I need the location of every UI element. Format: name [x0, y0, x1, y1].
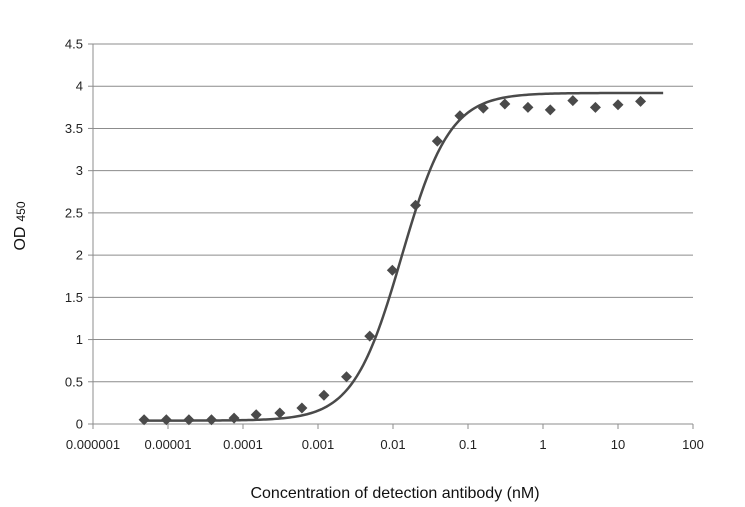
y-tick-label: 3 [76, 163, 83, 178]
y-tick-label: 0.5 [65, 374, 83, 389]
data-point-diamond [228, 412, 240, 424]
x-axis-title: Concentration of detection antibody (nM) [250, 485, 539, 502]
x-tick-label: 10 [611, 437, 625, 452]
data-point-diamond [160, 414, 172, 426]
data-point-diamond [567, 95, 579, 107]
data-point-diamond [318, 389, 330, 401]
y-tick-labels: 0 0.5 1 1.5 2 2.5 3 3.5 4 4.5 [65, 37, 83, 432]
data-point-diamond [205, 414, 217, 426]
data-point-diamond [410, 199, 422, 211]
fit-curve [141, 91, 664, 422]
data-point-diamond [274, 407, 286, 419]
gridlines [88, 43, 693, 425]
data-point-diamond [477, 102, 489, 114]
data-point-diamond [183, 414, 195, 426]
y-tick-label: 1 [76, 332, 83, 347]
y-tick-label: 4 [76, 79, 83, 94]
x-tick-label: 1 [539, 437, 546, 452]
x-tick-label: 0.001 [302, 437, 335, 452]
x-tick-label: 0.01 [380, 437, 405, 452]
y-tick-label: 2 [76, 248, 83, 263]
data-point-diamond [544, 104, 556, 116]
x-tick-label: 0.000001 [66, 437, 120, 452]
data-point-diamond [296, 402, 308, 414]
data-point-diamond [341, 371, 353, 383]
x-tick-labels: 0.000001 0.00001 0.0001 0.001 0.01 0.1 1 10 100 [66, 437, 704, 452]
y-axis-title-main: OD [12, 227, 29, 251]
data-point-diamond [250, 409, 262, 421]
x-tick-label: 0.00001 [145, 437, 192, 452]
data-point-diamond [138, 414, 150, 426]
data-point-diamond [635, 95, 647, 107]
y-tick-label: 0 [76, 417, 83, 432]
y-tick-label: 3.5 [65, 121, 83, 136]
data-point-diamond [431, 135, 443, 147]
data-point-diamond [589, 101, 601, 113]
data-point-diamond [454, 110, 466, 122]
data-point-diamond [612, 99, 624, 111]
x-tick-label: 0.0001 [223, 437, 263, 452]
data-points [138, 95, 647, 426]
y-tick-label: 2.5 [65, 205, 83, 220]
data-point-diamond [522, 101, 534, 113]
data-point-diamond [364, 330, 376, 342]
y-axis-title-subscript: 450 [14, 201, 28, 221]
axes [92, 44, 694, 429]
data-point-diamond [499, 98, 511, 110]
y-axis-title: OD 450 [12, 201, 29, 250]
y-tick-label: 4.5 [65, 37, 83, 52]
y-tick-label: 1.5 [65, 290, 83, 305]
x-tick-label: 0.1 [459, 437, 477, 452]
x-tick-label: 100 [682, 437, 704, 452]
data-point-diamond [386, 264, 398, 276]
